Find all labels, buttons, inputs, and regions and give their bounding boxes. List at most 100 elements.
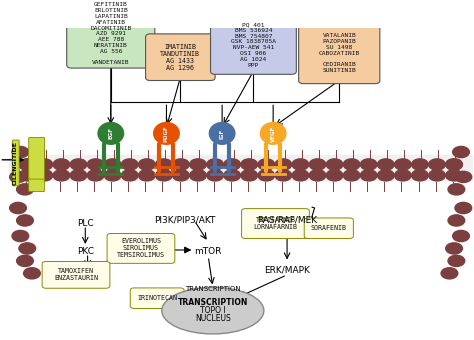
Circle shape bbox=[241, 159, 257, 170]
Text: TOPO I: TOPO I bbox=[200, 306, 226, 315]
Circle shape bbox=[12, 231, 29, 242]
Circle shape bbox=[428, 159, 446, 170]
Circle shape bbox=[292, 159, 309, 170]
Circle shape bbox=[241, 170, 257, 181]
FancyBboxPatch shape bbox=[107, 234, 175, 264]
Circle shape bbox=[87, 170, 104, 181]
Circle shape bbox=[394, 159, 411, 170]
Circle shape bbox=[446, 159, 463, 170]
Circle shape bbox=[309, 159, 326, 170]
Text: TIPIFARNIB
LORNAFARNIB: TIPIFARNIB LORNAFARNIB bbox=[254, 217, 298, 230]
Text: IMATINIB
TANDUTINIB
AG 1433
AG 1296: IMATINIB TANDUTINIB AG 1433 AG 1296 bbox=[160, 44, 201, 71]
Circle shape bbox=[326, 170, 343, 181]
FancyBboxPatch shape bbox=[130, 288, 184, 308]
Circle shape bbox=[224, 170, 240, 181]
Circle shape bbox=[155, 170, 172, 181]
Circle shape bbox=[360, 159, 377, 170]
Circle shape bbox=[309, 170, 326, 181]
Circle shape bbox=[36, 170, 53, 181]
FancyBboxPatch shape bbox=[146, 34, 215, 81]
Ellipse shape bbox=[0, 183, 474, 340]
Circle shape bbox=[155, 159, 172, 170]
Text: GEFITINIB
ERLOTINIB
LAPATINIB
AFATINIB
DACOMITINIB
AZD 9291
AEE 788
NERATINIB
AG: GEFITINIB ERLOTINIB LAPATINIB AFATINIB D… bbox=[90, 2, 131, 65]
Circle shape bbox=[453, 147, 469, 158]
Text: EGF: EGF bbox=[108, 128, 113, 139]
Text: mTOR: mTOR bbox=[194, 247, 222, 256]
Circle shape bbox=[360, 170, 377, 181]
Circle shape bbox=[343, 159, 360, 170]
Ellipse shape bbox=[260, 122, 286, 144]
Circle shape bbox=[190, 170, 206, 181]
Ellipse shape bbox=[98, 122, 124, 144]
FancyBboxPatch shape bbox=[42, 261, 110, 288]
Circle shape bbox=[448, 184, 465, 195]
Text: PDGF: PDGF bbox=[164, 125, 169, 142]
Circle shape bbox=[9, 171, 27, 183]
Circle shape bbox=[70, 159, 87, 170]
Circle shape bbox=[173, 159, 189, 170]
FancyBboxPatch shape bbox=[299, 23, 380, 84]
Text: PLC: PLC bbox=[77, 219, 93, 228]
Circle shape bbox=[17, 255, 33, 267]
Circle shape bbox=[448, 255, 465, 267]
Text: IRINOTECAN: IRINOTECAN bbox=[137, 295, 177, 301]
Ellipse shape bbox=[210, 122, 235, 144]
Circle shape bbox=[138, 159, 155, 170]
Text: ERK/MAPK: ERK/MAPK bbox=[264, 266, 310, 275]
Text: TAMOXIFEN
ENZASTAURIN: TAMOXIFEN ENZASTAURIN bbox=[54, 268, 98, 282]
Circle shape bbox=[19, 170, 36, 181]
Circle shape bbox=[173, 170, 189, 181]
Circle shape bbox=[12, 147, 29, 158]
Circle shape bbox=[207, 159, 223, 170]
Circle shape bbox=[207, 170, 223, 181]
Text: NUCLEUS: NUCLEUS bbox=[195, 314, 231, 323]
Text: PI3K/PIP3/AKT: PI3K/PIP3/AKT bbox=[155, 216, 216, 225]
Circle shape bbox=[138, 170, 155, 181]
Text: VATALANIB
PAZOPANIB
SU 1498
CABOZATINIB

CEDIRANIB
SUNITINIB: VATALANIB PAZOPANIB SU 1498 CABOZATINIB … bbox=[319, 33, 360, 73]
Text: TRANSCRIPTION: TRANSCRIPTION bbox=[185, 286, 241, 292]
Circle shape bbox=[446, 170, 463, 181]
Ellipse shape bbox=[162, 287, 264, 334]
FancyBboxPatch shape bbox=[210, 15, 296, 74]
FancyBboxPatch shape bbox=[29, 150, 45, 191]
Circle shape bbox=[446, 159, 463, 170]
Text: PQ 401
BMS 536924
BMS 754807
GSK 1838705A
NVP-AEW 541
OSI 906
AG 1024
PPP: PQ 401 BMS 536924 BMS 754807 GSK 1838705… bbox=[231, 22, 276, 68]
Circle shape bbox=[87, 159, 104, 170]
FancyBboxPatch shape bbox=[29, 137, 45, 179]
Circle shape bbox=[19, 159, 36, 170]
Circle shape bbox=[394, 170, 411, 181]
Circle shape bbox=[326, 159, 343, 170]
Text: SORAFENIB: SORAFENIB bbox=[311, 225, 347, 231]
Text: VEGF: VEGF bbox=[271, 125, 276, 141]
Circle shape bbox=[70, 170, 87, 181]
Circle shape bbox=[455, 171, 472, 183]
Text: PKC: PKC bbox=[77, 247, 94, 256]
Circle shape bbox=[17, 184, 33, 195]
Circle shape bbox=[53, 170, 70, 181]
Circle shape bbox=[448, 215, 465, 226]
Text: CILENGITIDE: CILENGITIDE bbox=[13, 141, 18, 185]
Circle shape bbox=[441, 268, 458, 279]
Circle shape bbox=[121, 170, 138, 181]
Circle shape bbox=[377, 170, 394, 181]
Circle shape bbox=[343, 170, 360, 181]
Circle shape bbox=[377, 159, 394, 170]
Circle shape bbox=[24, 268, 40, 279]
Text: EVEROLIMUS
SIROLIMUS
TEMSIROLIMUS: EVEROLIMUS SIROLIMUS TEMSIROLIMUS bbox=[117, 238, 165, 258]
Circle shape bbox=[121, 159, 138, 170]
Circle shape bbox=[292, 170, 309, 181]
Circle shape bbox=[19, 159, 36, 170]
Circle shape bbox=[104, 159, 121, 170]
Bar bbox=[9, 155, 473, 180]
Circle shape bbox=[455, 202, 472, 214]
Circle shape bbox=[9, 202, 27, 214]
Circle shape bbox=[258, 170, 274, 181]
Circle shape bbox=[17, 215, 33, 226]
Circle shape bbox=[411, 159, 428, 170]
Circle shape bbox=[53, 159, 70, 170]
Text: RAS/RAF/MEK: RAS/RAF/MEK bbox=[257, 216, 317, 225]
Circle shape bbox=[275, 159, 292, 170]
Circle shape bbox=[224, 159, 240, 170]
Circle shape bbox=[411, 170, 428, 181]
Circle shape bbox=[258, 159, 274, 170]
